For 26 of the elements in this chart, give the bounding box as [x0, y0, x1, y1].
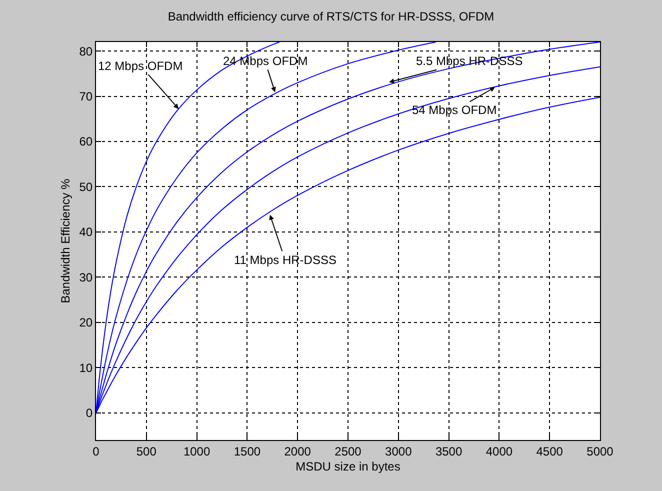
- x-tick-label: 1500: [234, 444, 261, 458]
- x-tick-label: 1000: [183, 444, 210, 458]
- y-tick-label: 10: [79, 360, 93, 375]
- y-tick-label: 60: [79, 134, 93, 149]
- x-tick-label: 4500: [536, 444, 564, 458]
- x-tick-label: 3500: [435, 444, 462, 458]
- y-tick-label: 40: [79, 225, 93, 240]
- x-axis-title: MSDU size in bytes: [296, 459, 400, 474]
- annotation: 12 Mbps OFDM: [98, 59, 183, 73]
- annotation: 54 Mbps OFDM: [412, 103, 497, 117]
- y-tick-label: 30: [79, 270, 93, 284]
- x-tick-label: 500: [136, 444, 157, 458]
- y-axis-title: Bandwidth Efficiency %: [58, 178, 73, 304]
- y-tick-label: 0: [86, 406, 93, 420]
- y-tick-label: 70: [79, 89, 93, 104]
- x-tick-label: 5000: [586, 444, 614, 458]
- chart-title: Bandwidth efficiency curve of RTS/CTS for HR-DSSS, OFDM: [168, 10, 494, 24]
- y-tick-label: 20: [79, 316, 93, 330]
- x-tick-label: 4000: [486, 444, 513, 458]
- x-tick-label: 2500: [334, 444, 362, 458]
- x-tick-label: 3000: [385, 444, 412, 458]
- y-tick-label: 80: [79, 44, 93, 58]
- y-tick-label: 50: [79, 180, 93, 194]
- annotation: 11 Mbps HR-DSSS: [234, 253, 336, 267]
- annotation: 24 Mbps OFDM: [223, 54, 308, 68]
- x-tick-label: 2000: [284, 444, 312, 458]
